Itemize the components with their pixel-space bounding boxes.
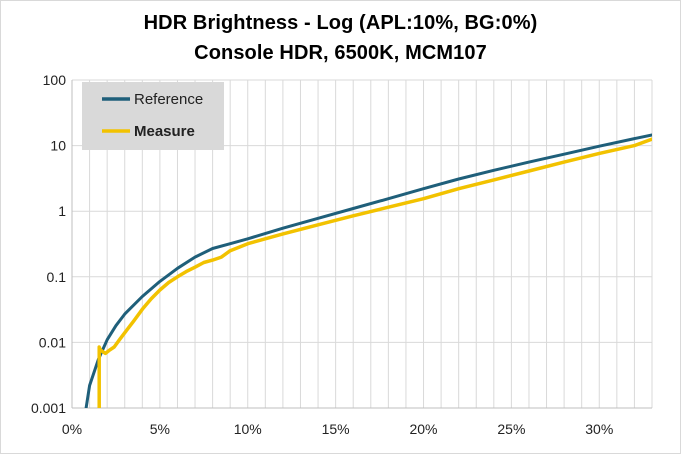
x-tick-label: 15% — [322, 421, 350, 437]
legend: Reference Measure — [82, 82, 224, 150]
y-tick-label: 0.001 — [31, 400, 66, 416]
chart-subtitle: Console HDR, 6500K, MCM107 — [194, 42, 487, 64]
legend-label-reference: Reference — [134, 91, 203, 108]
y-tick-label: 1 — [58, 203, 66, 219]
y-tick-label: 0.01 — [39, 334, 66, 350]
x-tick-label: 0% — [62, 421, 82, 437]
x-tick-label: 20% — [409, 421, 437, 437]
x-tick-label: 5% — [150, 421, 170, 437]
x-tick-label: 30% — [585, 421, 613, 437]
tick-labels: 0.001 0.01 0.1 1 10 100 0% 5% 10% 15% 20% 25% 30% — [31, 72, 613, 437]
y-tick-label: 10 — [50, 138, 66, 154]
legend-box — [82, 82, 224, 150]
series-line-measure — [97, 137, 652, 408]
y-tick-label: 100 — [43, 72, 67, 88]
y-tick-label: 0.1 — [47, 269, 67, 285]
series-line-reference — [84, 133, 652, 408]
x-tick-label: 10% — [234, 421, 262, 437]
legend-label-measure: Measure — [134, 123, 195, 140]
x-tick-label: 25% — [497, 421, 525, 437]
series-lines — [84, 133, 652, 408]
chart-title: HDR Brightness - Log (APL:10%, BG:0%) — [143, 12, 538, 34]
axes — [71, 80, 652, 409]
